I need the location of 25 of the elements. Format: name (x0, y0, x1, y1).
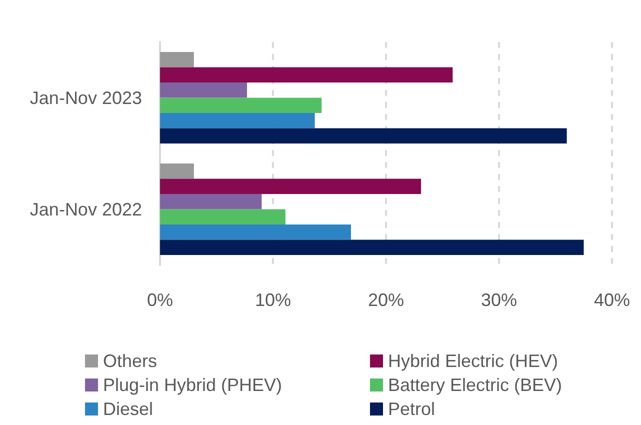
legend-label: Plug-in Hybrid (PHEV) (103, 375, 282, 395)
bar (160, 209, 286, 224)
bar (160, 224, 351, 240)
x-tick-label: 40% (594, 290, 630, 310)
x-tick-label: 20% (368, 290, 404, 310)
x-tick-label: 0% (146, 290, 174, 310)
bar (160, 178, 422, 194)
bar (160, 194, 262, 210)
legend-label: Petrol (388, 399, 436, 419)
bar (160, 128, 567, 144)
bar (160, 112, 315, 128)
legend-label: Diesel (103, 399, 154, 419)
legend-label: Others (103, 351, 158, 371)
x-tick-label: 10% (254, 290, 292, 310)
bar (160, 82, 248, 98)
bar (160, 164, 194, 179)
bar (160, 67, 453, 83)
y-tick-label: Jan-Nov 2023 (30, 88, 142, 108)
legend-label: Hybrid Electric (HEV) (388, 351, 558, 371)
bar (160, 52, 194, 68)
bar (160, 98, 322, 113)
y-tick-label: Jan-Nov 2022 (30, 199, 142, 220)
legend-label: Battery Electric (BEV) (388, 375, 562, 395)
x-tick-label: 30% (480, 290, 518, 310)
bar (160, 240, 584, 255)
